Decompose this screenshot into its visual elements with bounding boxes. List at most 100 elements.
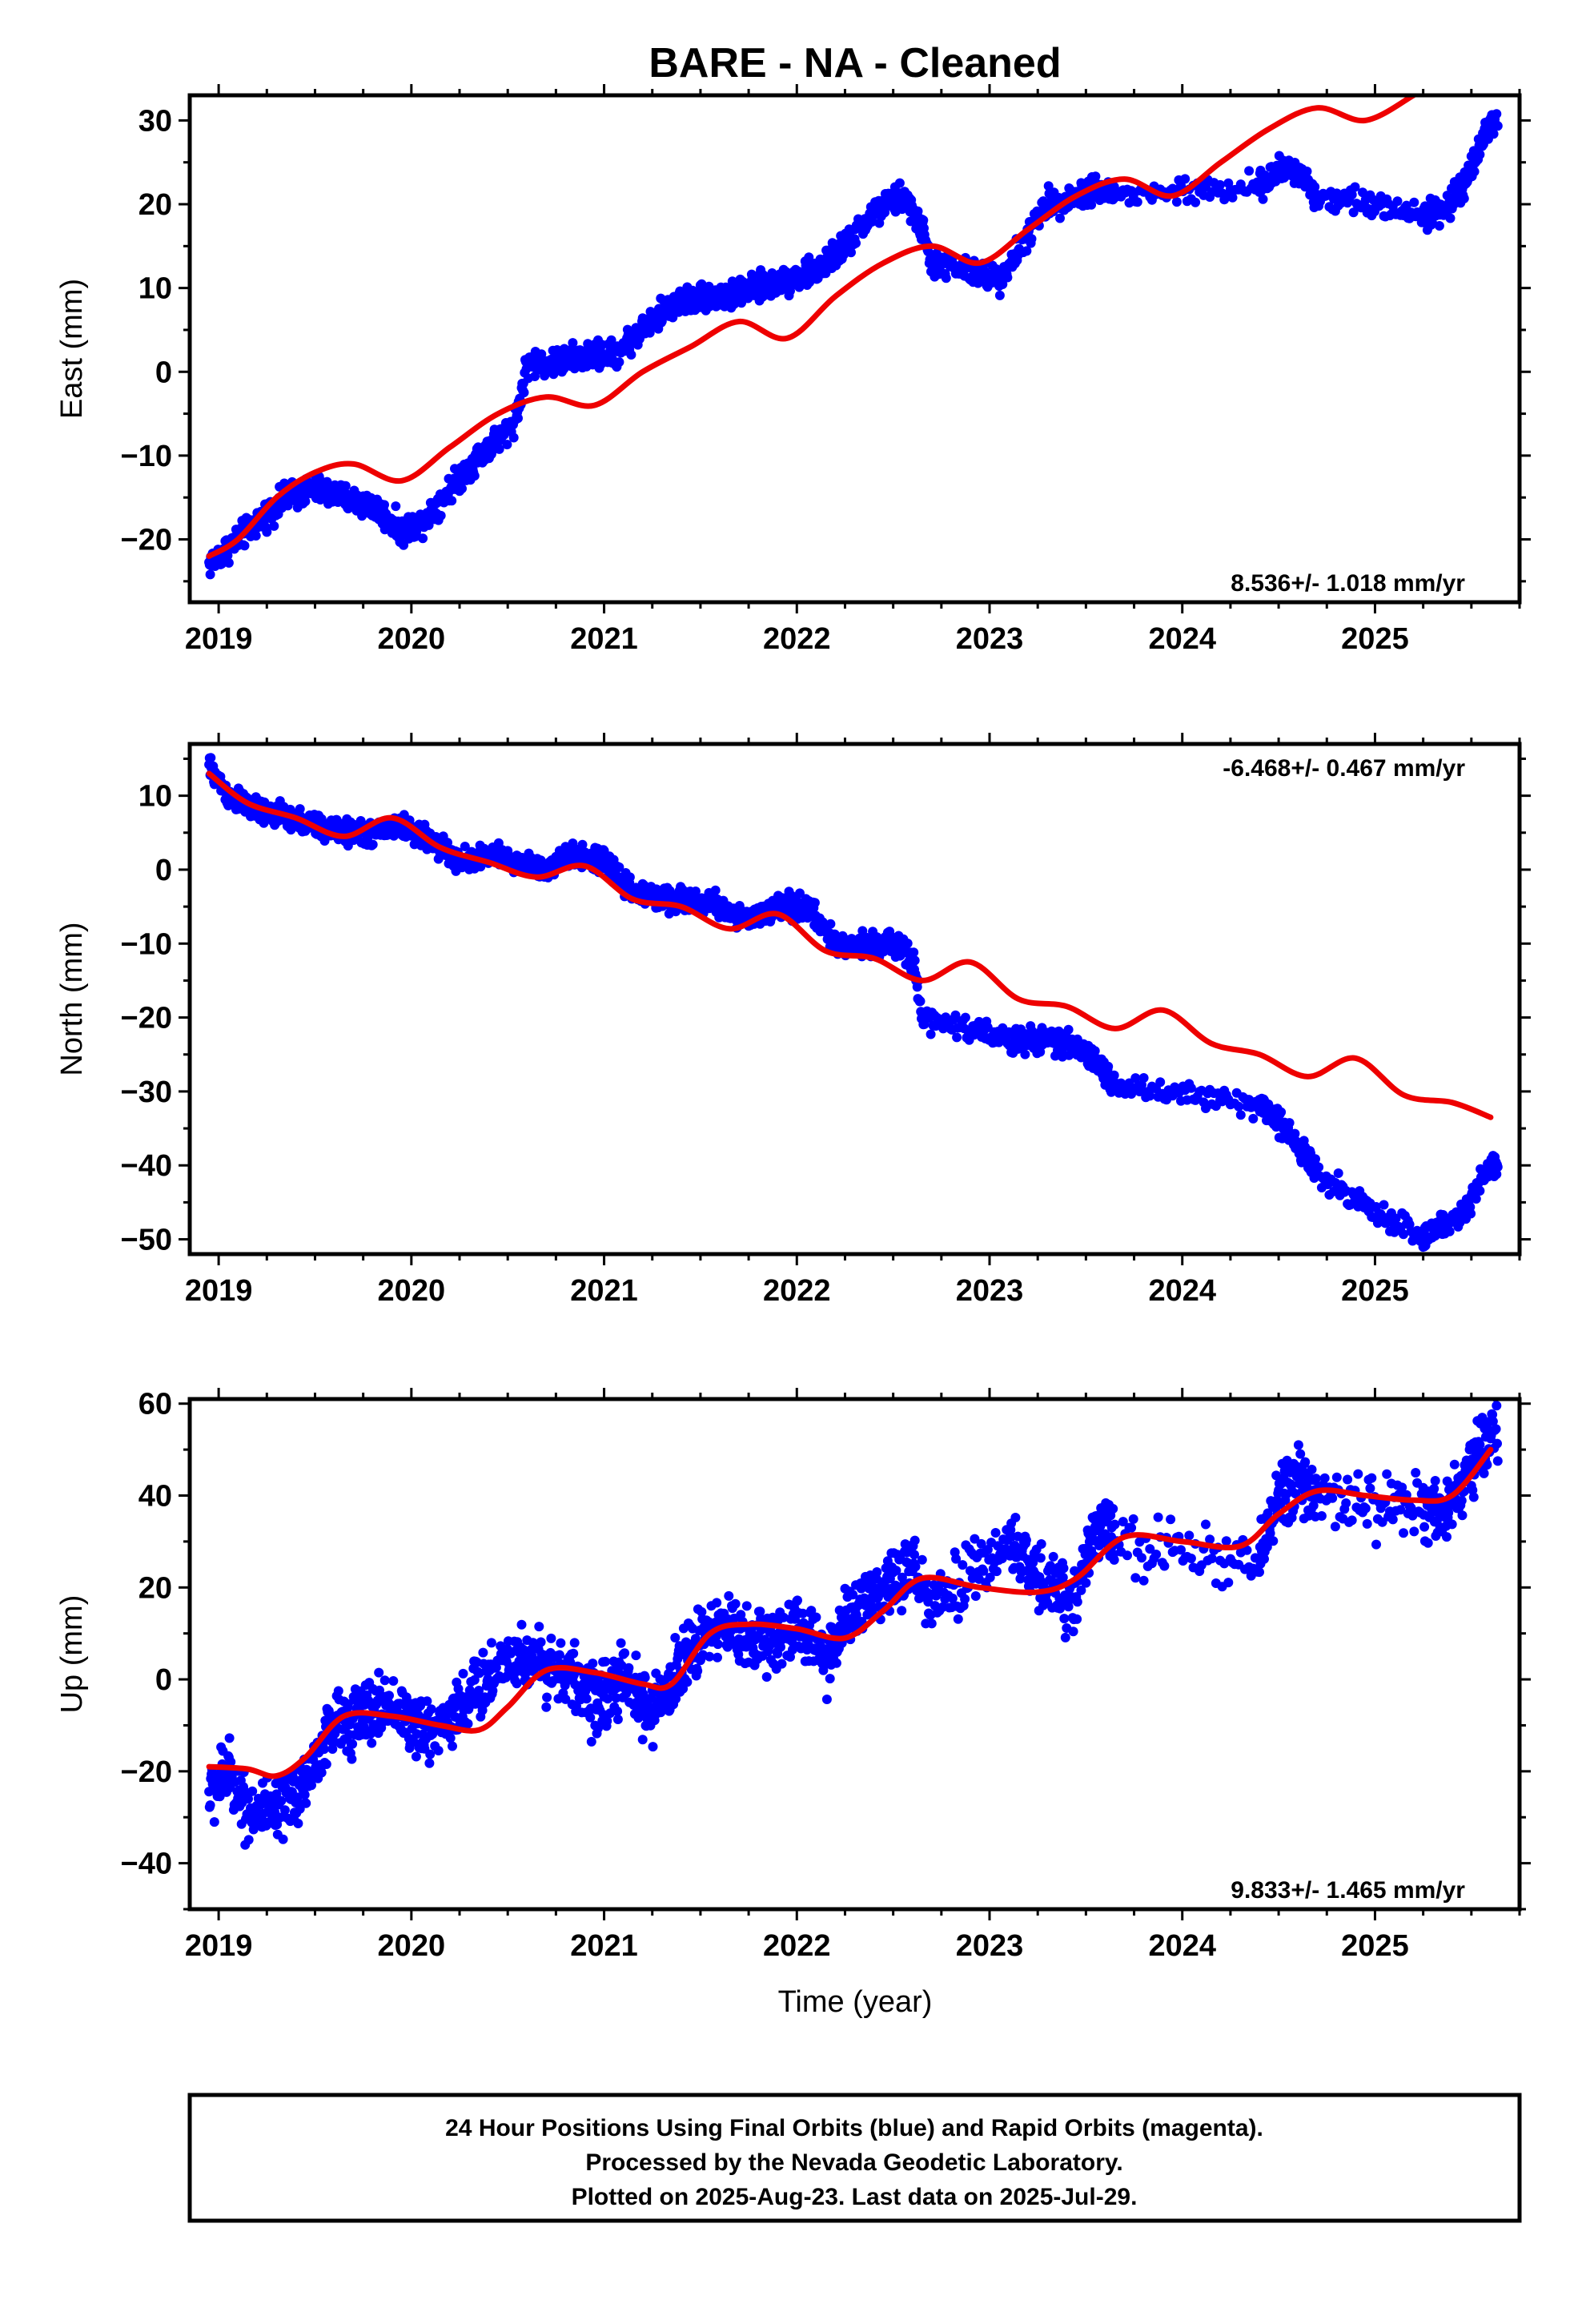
data-point (502, 440, 512, 450)
data-point (206, 753, 216, 763)
data-point (418, 533, 428, 544)
data-point (741, 1601, 752, 1611)
data-point (648, 1742, 658, 1752)
data-point (616, 1638, 626, 1648)
data-point (918, 215, 929, 225)
plot-frame (187, 742, 1522, 1256)
data-point (1445, 213, 1456, 223)
x-tick-label: 2025 (1341, 1274, 1409, 1308)
data-point (730, 1598, 741, 1609)
panel-up: 2019 2020 2021 2022 2023 2024 2025−40−20020406… (55, 1388, 1531, 1963)
data-point (295, 804, 305, 814)
data-point (1276, 1107, 1287, 1117)
data-point (682, 1677, 693, 1687)
data-point (825, 1674, 835, 1684)
data-point (367, 839, 378, 850)
data-point (817, 917, 828, 927)
data-point (363, 832, 373, 842)
data-point (301, 1798, 311, 1808)
y-tick-label: −10 (121, 440, 172, 473)
data-point (671, 1694, 681, 1704)
data-point (1215, 179, 1225, 190)
data-point (327, 1744, 338, 1754)
data-point (279, 1805, 290, 1815)
data-point (508, 432, 519, 443)
data-point (793, 1595, 802, 1606)
data-point (347, 1754, 357, 1764)
data-point (593, 1723, 603, 1734)
x-tick-label: 2023 (956, 622, 1024, 656)
data-point (856, 1583, 866, 1594)
data-point (271, 1789, 282, 1799)
data-point (631, 1651, 641, 1661)
data-point (1469, 167, 1480, 177)
data-point (568, 338, 578, 348)
data-point (670, 1633, 681, 1642)
data-point (299, 1790, 310, 1800)
y-tick-label: −10 (121, 927, 172, 961)
data-point (443, 838, 452, 848)
data-point (1358, 187, 1367, 198)
data-point (1090, 171, 1101, 182)
data-point (1302, 167, 1312, 176)
data-point (300, 497, 311, 507)
data-point (606, 335, 616, 345)
data-point (262, 527, 272, 537)
data-point (399, 540, 409, 550)
data-point (269, 521, 279, 531)
y-tick-label: 10 (139, 272, 172, 306)
data-point (259, 818, 269, 828)
data-point (205, 1800, 215, 1811)
data-point (249, 1821, 259, 1831)
data-point (646, 1693, 656, 1703)
data-point (1379, 1200, 1389, 1210)
data-point (469, 1675, 480, 1685)
data-point (251, 531, 261, 541)
data-point (713, 1652, 722, 1663)
data-point (697, 1606, 707, 1617)
data-point (569, 1638, 580, 1648)
data-point (586, 1736, 596, 1747)
data-point (805, 277, 815, 287)
data-point (293, 1819, 303, 1828)
x-tick-label: 2019 (185, 1274, 253, 1308)
data-point (710, 885, 721, 895)
plot-frame (187, 93, 1522, 605)
data-point (513, 413, 523, 424)
data-point (243, 1794, 253, 1804)
data-point (292, 1792, 303, 1803)
data-point (626, 350, 636, 360)
chart-title: BARE - NA - Cleaned (648, 40, 1061, 86)
data-point (1086, 199, 1097, 210)
data-point (1090, 1046, 1100, 1056)
data-point (516, 1619, 527, 1630)
data-point (594, 1679, 604, 1689)
x-tick-label: 2024 (1148, 622, 1216, 656)
data-point (568, 1648, 579, 1659)
data-point (1492, 1162, 1503, 1172)
data-point (448, 1741, 457, 1751)
data-point (425, 1749, 436, 1759)
data-point (474, 1686, 484, 1695)
data-point (278, 1834, 288, 1844)
data-point (1103, 1061, 1114, 1072)
data-point (204, 1787, 215, 1797)
data-point (1392, 196, 1403, 207)
data-point (1155, 1077, 1166, 1088)
data-point (1459, 193, 1469, 203)
data-point (226, 1757, 236, 1767)
data-point (469, 471, 480, 481)
data-point (588, 1659, 598, 1669)
data-point (512, 1679, 522, 1689)
data-point (319, 1744, 329, 1755)
data-point (851, 238, 861, 248)
data-point (909, 947, 919, 958)
data-point (1350, 182, 1360, 192)
data-point (1311, 1154, 1320, 1164)
y-tick-label: −40 (121, 1149, 172, 1183)
data-point (851, 1610, 861, 1620)
y-tick-label: 30 (139, 104, 172, 138)
data-point (1020, 1049, 1030, 1059)
data-point (433, 1746, 444, 1755)
